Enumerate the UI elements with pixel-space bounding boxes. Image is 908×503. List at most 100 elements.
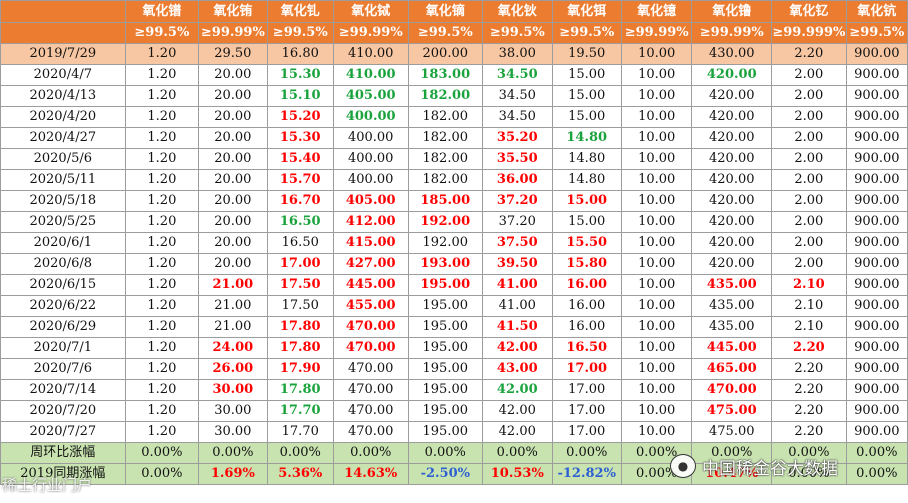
price-cell: 2.10 (771, 316, 847, 338)
price-cell: 445.00 (691, 337, 773, 359)
header-spec: ≥99.999% (771, 22, 847, 44)
price-cell: 182.00 (407, 148, 484, 170)
table-row: 2020/6/1 1.20 20.00 16.50 415.00 192.00 37.50 1… (0, 232, 908, 254)
price-cell: 470.00 (332, 379, 409, 401)
price-cell: 17.00 (551, 400, 622, 422)
row-label: 2020/7/6 (0, 358, 126, 380)
price-cell: 30.00 (198, 400, 268, 422)
price-cell: 42.00 (482, 421, 553, 443)
price-cell: 1.20 (124, 85, 200, 107)
price-cell: 10.00 (620, 85, 693, 107)
table-row: 2020/5/11 1.20 20.00 15.70 400.00 182.00 36.00… (0, 169, 908, 191)
price-cell: 412.00 (332, 211, 409, 233)
price-cell: 17.00 (551, 379, 622, 401)
price-cell: 182.00 (407, 106, 484, 128)
price-cell: 1.20 (124, 190, 200, 212)
price-cell: 17.00 (551, 358, 622, 380)
price-cell: 21.00 (198, 295, 268, 317)
price-cell: 900.00 (845, 127, 908, 149)
price-cell: 16.80 (266, 43, 334, 65)
price-cell: 10.00 (620, 400, 693, 422)
price-cell: 182.00 (407, 85, 484, 107)
price-cell: 192.00 (407, 232, 484, 254)
price-cell: 900.00 (845, 379, 908, 401)
table-row: 2020/7/1 1.20 24.00 17.80 470.00 195.00 42.00 1… (0, 337, 908, 359)
header-name: 氧化镝 (407, 0, 484, 23)
price-cell: 2.20 (771, 421, 847, 443)
price-cell: 36.00 (482, 169, 553, 191)
price-cell: 0.00% (551, 442, 622, 464)
price-cell: 20.00 (198, 253, 268, 275)
price-cell: 475.00 (691, 400, 773, 422)
header-spec: ≥99.99% (620, 22, 693, 44)
price-cell: 2.00 (771, 190, 847, 212)
header-row-names: 氧化镨 氧化铕 氧化钆 氧化铽 氧化镝 氧化钬 氧化铒 氧化镱 氧化镥 氧化钇 氧化钪 (0, 0, 908, 23)
header-spec: ≥99.99% (198, 22, 268, 44)
header-spec: ≥99.5% (551, 22, 622, 44)
price-cell: 182.00 (407, 127, 484, 149)
price-cell: 34.50 (482, 64, 553, 86)
header-spec: ≥99.5% (482, 22, 553, 44)
table-row: 2020/6/8 1.20 20.00 17.00 427.00 193.00 39.50 1… (0, 253, 908, 275)
header-name: 氧化钆 (266, 0, 334, 23)
watermark-text: 中国稀金谷大数据 (702, 458, 838, 479)
price-cell: 10.00 (620, 106, 693, 128)
price-cell: 30.00 (198, 421, 268, 443)
price-cell: 0.00% (771, 463, 847, 485)
price-cell: 15.40 (266, 148, 334, 170)
price-cell: 20.00 (198, 85, 268, 107)
price-cell: 10.00 (620, 421, 693, 443)
price-cell: 42.00 (482, 400, 553, 422)
price-cell: 455.00 (332, 295, 409, 317)
price-cell: 2.00 (771, 64, 847, 86)
price-cell: 900.00 (845, 148, 908, 170)
price-cell: 10.53% (482, 463, 553, 485)
price-cell: 900.00 (845, 64, 908, 86)
price-cell: 900.00 (845, 316, 908, 338)
price-cell: 10.00 (620, 64, 693, 86)
price-cell: 470.00 (332, 337, 409, 359)
price-cell: 900.00 (845, 295, 908, 317)
price-cell: 39.50 (482, 253, 553, 275)
price-cell: 10.00 (620, 274, 693, 296)
table-row: 2020/5/25 1.20 20.00 16.50 412.00 192.00 37.20… (0, 211, 908, 233)
row-label: 2020/4/27 (0, 127, 126, 149)
price-cell: 20.00 (198, 211, 268, 233)
price-cell: 10.00 (620, 43, 693, 65)
header-name: 氧化钇 (771, 0, 847, 23)
price-cell: 2.00 (771, 127, 847, 149)
price-cell: 10.00 (620, 253, 693, 275)
price-cell: 17.00 (551, 421, 622, 443)
header-name: 氧化镥 (691, 0, 773, 23)
row-label: 2020/7/20 (0, 400, 126, 422)
price-cell: 195.00 (407, 316, 484, 338)
price-cell: 10.00 (620, 148, 693, 170)
price-cell: 435.00 (691, 274, 773, 296)
corner-watermark: 稀土行业门户 (2, 476, 93, 494)
price-cell: 0.00% (266, 442, 334, 464)
row-label: 2020/5/11 (0, 169, 126, 191)
price-cell: 1.20 (124, 64, 200, 86)
price-cell: 900.00 (845, 169, 908, 191)
header-spec: ≥99.5% (124, 22, 200, 44)
price-cell: 470.00 (332, 316, 409, 338)
price-cell: 0.00% (198, 442, 268, 464)
summary-row: 2019同期涨幅 0.00% 1.69% 5.36% 14.63% -2.50% 10.53… (0, 463, 908, 485)
price-cell: 182.00 (407, 169, 484, 191)
price-cell: 420.00 (691, 85, 773, 107)
price-cell: 0.00% (124, 442, 200, 464)
price-cell: 470.00 (332, 400, 409, 422)
price-cell: 34.50 (482, 106, 553, 128)
price-cell: 1.20 (124, 337, 200, 359)
price-cell: 2.10 (771, 295, 847, 317)
price-cell: 17.50 (266, 295, 334, 317)
price-cell: 16.50 (266, 211, 334, 233)
price-cell: 0.00% (845, 463, 908, 485)
table-row: 2020/7/27 1.20 30.00 17.70 470.00 195.00 42.00… (0, 421, 908, 443)
price-cell: 26.00 (198, 358, 268, 380)
row-label: 2019同期涨幅 (0, 463, 126, 485)
price-cell: 420.00 (691, 190, 773, 212)
header-spec: ≥99.99% (691, 22, 773, 44)
price-cell: 900.00 (845, 43, 908, 65)
price-cell: 185.00 (407, 190, 484, 212)
